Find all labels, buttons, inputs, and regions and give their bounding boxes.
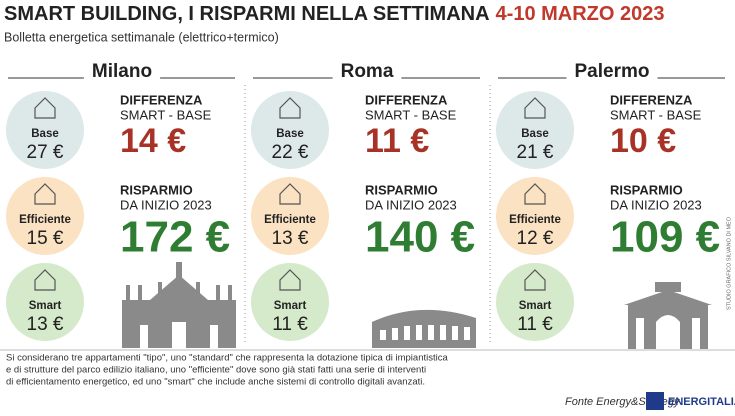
efficiente-icon [279,183,301,205]
city-name: Milano [92,61,152,82]
difference-sub: SMART - BASE [120,107,212,122]
base-label: Base [276,128,304,140]
base-icon [524,97,546,119]
savings-title: RISPARMIO [120,182,193,197]
efficiente-circle [251,177,329,255]
efficiente-value: 12 € [517,228,554,249]
base-circle [496,91,574,169]
difference-sub: SMART - BASE [365,107,457,122]
smart-circle [251,263,329,341]
savings-value: 109 € [610,213,720,262]
smart-icon [524,269,546,291]
theatre-illustration [624,282,712,349]
city-name: Palermo [575,61,650,82]
base-label: Base [31,128,59,140]
title: SMART BUILDING, I RISPARMI NELLA SETTIMA… [4,3,665,25]
smart-value: 11 € [272,314,308,335]
efficiente-circle [6,177,84,255]
footer-note: Si considerano tre appartamenti "tipo", … [6,353,448,364]
difference-value: 10 € [610,122,676,160]
savings-sub: DA INIZIO 2023 [365,197,457,212]
efficiente-label: Efficiente [264,214,316,226]
smart-icon [279,269,301,291]
base-circle [251,91,329,169]
subtitle: Bolletta energetica settimanale (elettri… [4,30,279,44]
smart-value: 13 € [27,314,64,335]
savings-value: 140 € [365,213,475,262]
base-label: Base [521,128,549,140]
smart-label: Smart [519,300,552,312]
savings-title: RISPARMIO [610,182,683,197]
smart-value: 11 € [517,314,553,335]
base-circle [6,91,84,169]
efficiente-label: Efficiente [19,214,71,226]
difference-title: DIFFERENZA [610,92,693,107]
logo-mark [646,392,664,410]
smart-circle [496,263,574,341]
footer-note: e di strutture del parco edilizio italia… [6,365,426,376]
savings-title: RISPARMIO [365,182,438,197]
savings-sub: DA INIZIO 2023 [120,197,212,212]
credit: STUDIO GRAFICO SILVANO DI MEO [726,216,732,310]
smart-label: Smart [274,300,307,312]
duomo-illustration [122,262,236,348]
difference-value: 11 € [365,122,429,160]
smart-circle [6,263,84,341]
base-value: 22 € [272,142,309,163]
efficiente-value: 13 € [272,228,309,249]
title-date: 4-10 MARZO 2023 [496,3,665,25]
efficiente-circle [496,177,574,255]
title-main: SMART BUILDING, I RISPARMI NELLA SETTIMA… [4,3,490,25]
difference-value: 14 € [120,122,186,160]
difference-title: DIFFERENZA [120,92,203,107]
base-icon [279,97,301,119]
savings-sub: DA INIZIO 2023 [610,197,702,212]
base-value: 27 € [27,142,64,163]
difference-title: DIFFERENZA [365,92,448,107]
city-name: Roma [341,61,394,82]
efficiente-icon [34,183,56,205]
savings-value: 172 € [120,213,230,262]
smart-label: Smart [29,300,62,312]
base-value: 21 € [517,142,554,163]
smart-icon [34,269,56,291]
footer-note: di efficientamento energetico, ed uno "s… [6,377,425,388]
base-icon [34,97,56,119]
efficiente-icon [524,183,546,205]
efficiente-value: 15 € [27,228,64,249]
difference-sub: SMART - BASE [610,107,702,122]
colosseum-illustration [372,309,476,348]
efficiente-label: Efficiente [509,214,561,226]
logo: ENERGITALIA [668,396,735,408]
